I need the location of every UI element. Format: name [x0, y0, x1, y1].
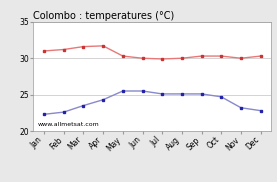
Text: Colombo : temperatures (°C): Colombo : temperatures (°C) — [33, 11, 175, 21]
Text: www.allmetsat.com: www.allmetsat.com — [38, 122, 100, 126]
